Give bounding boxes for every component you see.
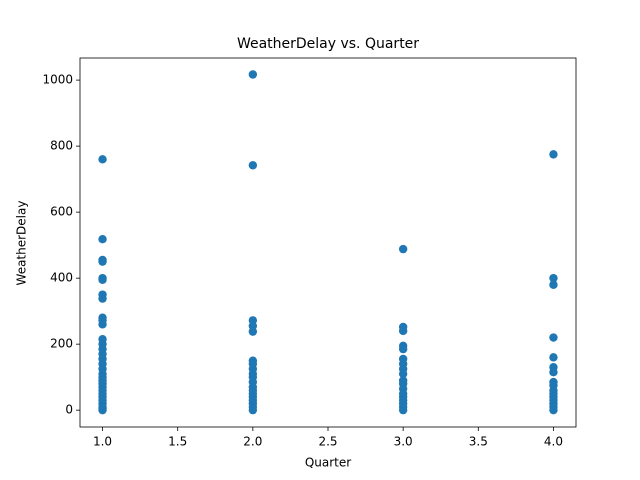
point (398, 326, 408, 336)
x-tick-label: 1.5 (168, 435, 187, 449)
point (549, 368, 558, 377)
point (549, 333, 558, 342)
point (98, 405, 107, 415)
point (398, 244, 408, 254)
point (248, 161, 258, 170)
point (549, 150, 558, 159)
point (98, 234, 107, 244)
point (98, 320, 107, 329)
point (549, 273, 558, 283)
point (98, 155, 107, 164)
point (98, 257, 107, 266)
point (98, 275, 107, 284)
x-axis-label: Quarter (305, 456, 351, 470)
x-tick-label: 3.5 (469, 435, 488, 449)
y-tick-label: 1000 (42, 73, 73, 87)
x-tick-label: 4.0 (544, 435, 563, 449)
y-tick-label: 800 (50, 139, 73, 153)
point (398, 369, 408, 379)
point (248, 405, 258, 415)
y-tick-label: 0 (65, 403, 73, 417)
x-tick-label: 1.0 (93, 435, 112, 449)
chart-title: WeatherDelay vs. Quarter (237, 36, 419, 52)
point (398, 405, 408, 415)
x-tick-label: 2.5 (318, 435, 337, 449)
point (549, 353, 558, 362)
point (398, 344, 408, 354)
point (549, 280, 558, 289)
y-axis-label: WeatherDelay (15, 201, 29, 286)
point (248, 327, 258, 336)
point (248, 70, 258, 79)
x-tick-label: 3.0 (394, 435, 413, 449)
point (98, 294, 107, 303)
y-tick-label: 200 (50, 337, 73, 351)
x-tick-label: 2.0 (243, 435, 262, 449)
y-tick-label: 400 (50, 271, 73, 285)
point (549, 405, 558, 415)
y-tick-label: 600 (50, 205, 73, 219)
